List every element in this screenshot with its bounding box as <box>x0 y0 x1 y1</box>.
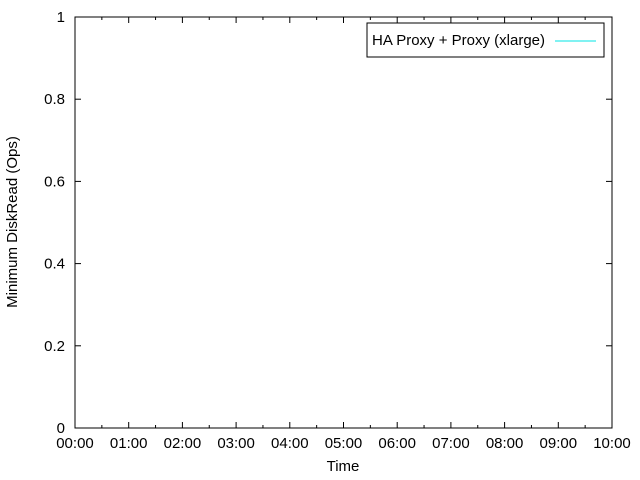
y-axis-label: Minimum DiskRead (Ops) <box>4 136 21 308</box>
x-tick-label: 02:00 <box>164 435 202 452</box>
x-tick-label: 09:00 <box>540 435 578 452</box>
legend-label: HA Proxy + Proxy (xlarge) <box>372 32 545 49</box>
x-tick-labels: 00:00 01:00 02:00 03:00 04:00 05:00 06:00 07:00… <box>56 435 631 452</box>
y-tick-label: 0 <box>57 420 65 437</box>
y-tick-labels: 0 0.2 0.4 0.6 0.8 1 <box>44 9 65 437</box>
x-tick-label: 04:00 <box>271 435 309 452</box>
x-tick-label: 08:00 <box>486 435 524 452</box>
y-tick-label: 0.4 <box>44 256 65 273</box>
x-tick-label: 01:00 <box>110 435 148 452</box>
y-tick-label: 0.6 <box>44 173 65 190</box>
y-tick-label: 0.2 <box>44 338 65 355</box>
x-tick-label: 10:00 <box>593 435 631 452</box>
plot-frame <box>74 16 613 429</box>
x-axis-label: Time <box>327 458 360 475</box>
x-tick-label: 00:00 <box>56 435 94 452</box>
x-tick-label: 06:00 <box>378 435 416 452</box>
y-tick-label: 1 <box>57 9 65 26</box>
x-tick-label: 07:00 <box>432 435 470 452</box>
x-tick-label: 05:00 <box>325 435 363 452</box>
legend-box <box>366 22 605 58</box>
axis-ticks <box>74 16 613 429</box>
legend: HA Proxy + Proxy (xlarge) <box>366 22 605 58</box>
y-tick-label: 0.8 <box>44 91 65 108</box>
x-tick-label: 03:00 <box>217 435 255 452</box>
